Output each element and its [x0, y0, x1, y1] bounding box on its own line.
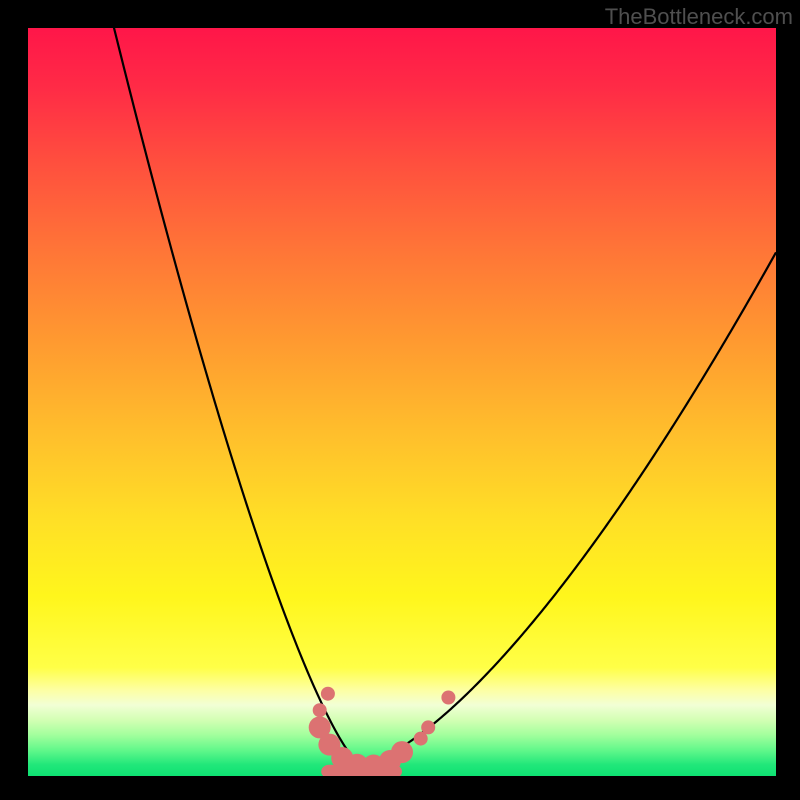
heatmap-background — [28, 28, 776, 776]
plot-area — [28, 28, 776, 776]
marker-dot — [321, 687, 335, 701]
marker-dot — [441, 691, 455, 705]
marker-dot — [313, 703, 327, 717]
marker-dot — [421, 720, 435, 734]
watermark-text: TheBottleneck.com — [605, 4, 793, 30]
chart-svg — [28, 28, 776, 776]
chart-stage: TheBottleneck.com — [0, 0, 800, 800]
marker-dot — [391, 741, 413, 763]
